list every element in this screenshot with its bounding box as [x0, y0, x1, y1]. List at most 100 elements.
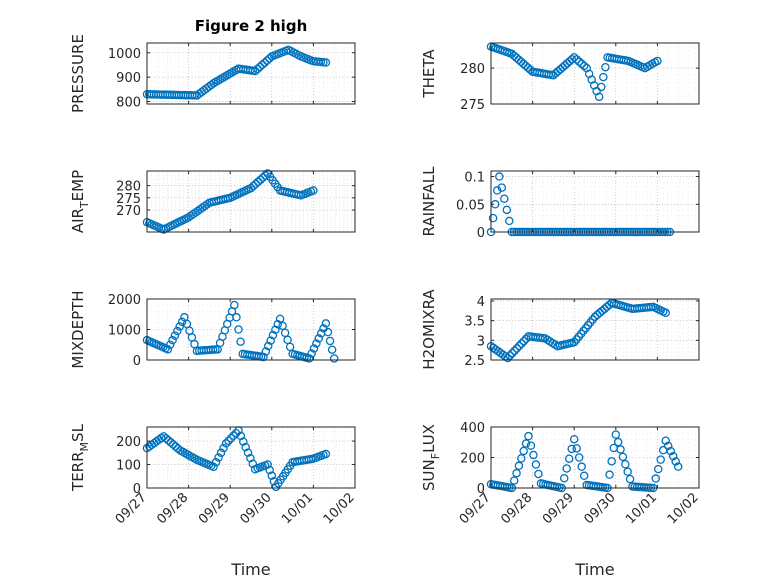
data-point — [267, 471, 277, 480]
axes-box — [146, 42, 356, 105]
y-axis-label-main: THETA — [420, 49, 438, 99]
y-axis-label: SUNFLUX — [420, 424, 442, 491]
data-point — [509, 476, 519, 485]
y-tick-label: 4 — [477, 295, 485, 310]
data-point — [521, 439, 531, 448]
y-tick-label: 0 — [477, 226, 485, 241]
y-axis-label-subscript: F — [429, 453, 442, 459]
data-point — [517, 339, 526, 348]
figure-title: Figure 2 high — [195, 17, 308, 35]
data-point — [505, 351, 515, 360]
y-axis-label-subscript: M — [78, 442, 91, 452]
y-tick-label: 2.5 — [464, 354, 485, 369]
subplot-5: 0 1000 2000 MIXDEPTH — [69, 290, 356, 369]
y-axis-label-main: MIXDEPTH — [69, 290, 87, 368]
data-point — [251, 179, 261, 189]
data-point — [230, 300, 239, 310]
y-axis-label: AIRTEMP — [69, 170, 91, 233]
data-point — [241, 442, 250, 452]
y-axis-label-subscript: T — [78, 201, 91, 209]
data-point — [594, 92, 604, 102]
data-point — [163, 345, 173, 354]
data-point — [255, 62, 265, 72]
y-axis-label: TERRMSL — [69, 423, 91, 492]
data-point — [534, 469, 543, 479]
y-tick-label: 0 — [133, 482, 141, 497]
data-point — [329, 354, 339, 363]
data-point — [177, 317, 187, 327]
data-point — [505, 216, 514, 226]
data-point — [268, 330, 278, 340]
data-point — [214, 453, 223, 462]
subplot-6: 2.5 3 3.5 4 H2OMIXRA — [420, 289, 700, 370]
y-tick-label: 0 — [133, 354, 141, 369]
data-point — [168, 335, 177, 345]
data-point — [253, 177, 263, 187]
data-point — [512, 344, 522, 353]
y-tick-label: 280 — [116, 180, 141, 195]
data-point — [265, 465, 274, 475]
data-point — [574, 57, 584, 66]
data-point — [256, 175, 265, 184]
data-point — [671, 457, 680, 466]
data-point — [271, 325, 280, 334]
data-point — [263, 341, 273, 351]
data-point — [309, 344, 319, 353]
data-point — [653, 464, 663, 474]
y-axis-label-tail: EMP — [69, 170, 87, 201]
y-axis-label: H2OMIXRA — [420, 289, 438, 370]
data-point — [250, 66, 260, 76]
data-point — [607, 457, 616, 466]
data-point — [524, 431, 533, 441]
y-tick-label: 800 — [116, 96, 141, 111]
y-axis-label: MIXDEPTH — [69, 290, 87, 368]
y-tick-label: 275 — [460, 98, 485, 113]
data-point — [625, 474, 635, 484]
data-point — [502, 205, 512, 215]
y-tick-label: 1000 — [108, 324, 141, 339]
y-axis-label-main: SUN — [420, 459, 438, 491]
data-point — [579, 471, 589, 481]
axes-box — [146, 170, 356, 233]
data-point — [510, 346, 519, 356]
data-point — [526, 441, 536, 450]
y-tick-label: 275 — [116, 192, 141, 207]
data-point — [569, 53, 579, 62]
data-point — [517, 454, 526, 463]
data-point — [596, 82, 606, 92]
data-point — [216, 448, 226, 458]
data-point — [243, 448, 253, 457]
data-point — [221, 439, 231, 448]
y-axis-label: RAINFALL — [420, 166, 438, 237]
data-point — [666, 446, 675, 456]
data-point — [572, 444, 581, 453]
x-axis-label-left: Time — [230, 560, 270, 579]
data-point — [321, 449, 331, 459]
data-point — [508, 348, 517, 358]
y-tick-label: 0 — [477, 482, 485, 497]
data-point — [239, 437, 248, 446]
data-point — [325, 336, 335, 346]
data-point — [616, 445, 625, 454]
data-point — [226, 434, 236, 443]
data-point — [559, 473, 569, 483]
y-tick-label: 0.1 — [464, 171, 485, 186]
data-point — [249, 181, 258, 191]
data-point — [567, 444, 576, 454]
data-point — [579, 61, 589, 71]
data-point — [327, 345, 337, 354]
data-point — [175, 322, 184, 331]
data-point — [514, 461, 524, 471]
data-point — [605, 470, 614, 479]
data-point — [564, 454, 574, 463]
data-point — [234, 325, 243, 334]
data-point — [246, 183, 256, 193]
y-axis-label-main: RAINFALL — [420, 166, 438, 237]
data-point — [574, 453, 584, 462]
data-point — [623, 467, 632, 476]
data-point — [263, 460, 272, 469]
data-point — [668, 452, 678, 461]
